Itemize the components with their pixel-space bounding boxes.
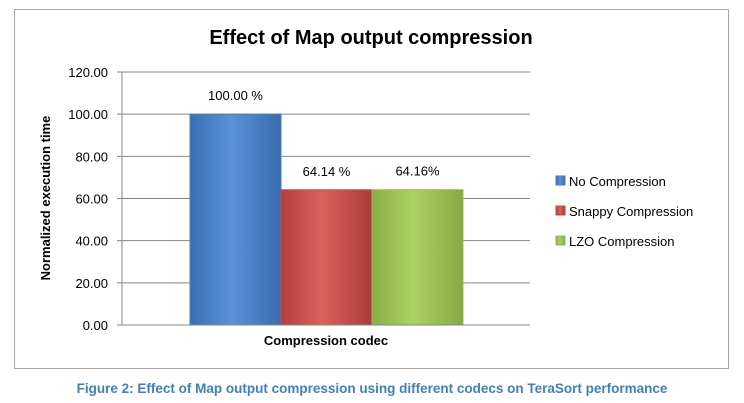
legend-label: Snappy Compression [569,204,693,219]
legend-swatch [555,175,566,186]
legend-swatch [555,205,566,216]
y-axis-ticks: 0.00 20.00 40.00 60.00 80.00 100.00 120.00 [68,65,122,333]
y-axis-label: Normalized execution time [38,116,53,281]
chart: Effect of Map output compression 0.00 20.… [14,9,729,369]
y-tick-label: 80.00 [75,149,108,164]
data-labels: 100.00 % 64.14 % 64.16% [208,88,440,179]
legend-label: LZO Compression [569,234,674,249]
legend-swatch [555,235,566,246]
chart-title: Effect of Map output compression [209,27,532,49]
y-tick-label: 120.00 [68,65,108,80]
data-label: 64.16% [395,164,440,179]
bar-lzo-compression [371,189,464,326]
data-label: 100.00 % [208,88,263,103]
figure-caption: Figure 2: Effect of Map output compressi… [76,381,668,396]
bars [189,113,464,326]
x-axis-label: Compression codec [264,333,388,348]
legend: No Compression Snappy Compression LZO Comp… [555,174,693,249]
y-tick-label: 60.00 [75,192,108,207]
y-tick-label: 0.00 [83,318,108,333]
legend-label: No Compression [569,174,666,189]
bar-snappy-compression [280,189,373,326]
data-label: 64.14 % [303,164,351,179]
bar-no-compression [189,113,282,326]
y-tick-label: 40.00 [75,234,108,249]
y-tick-label: 20.00 [75,276,108,291]
y-tick-label: 100.00 [68,107,108,122]
